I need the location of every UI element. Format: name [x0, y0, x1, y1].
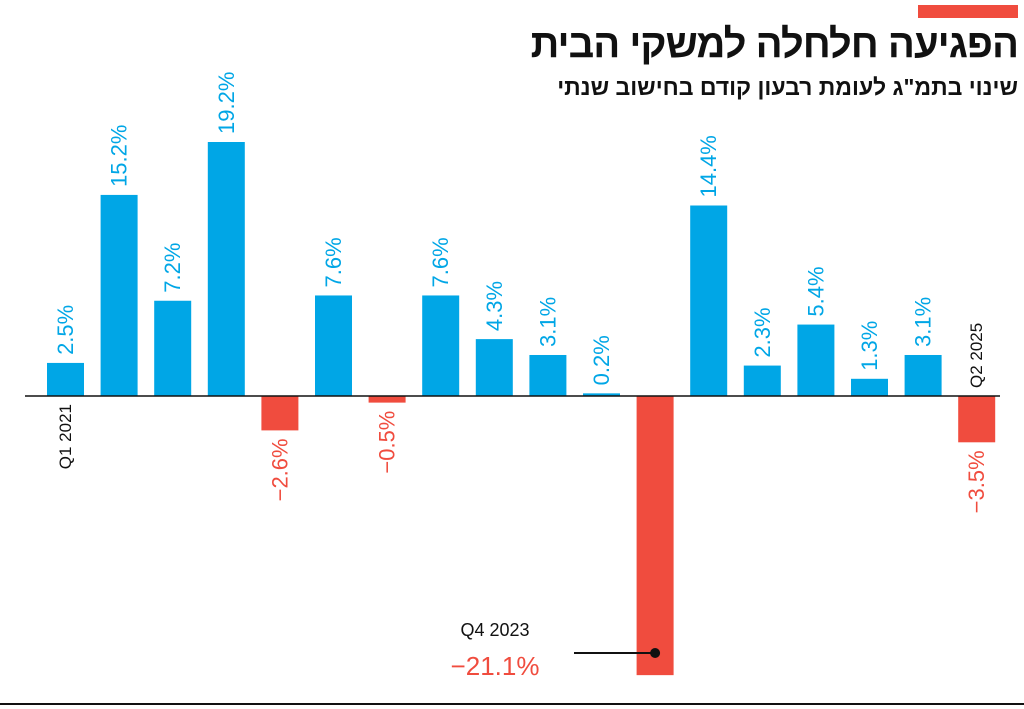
bar [583, 393, 620, 396]
data-label: −3.5% [964, 450, 989, 513]
bar [958, 396, 996, 443]
bar [261, 396, 299, 431]
data-label: 1.3% [857, 321, 882, 371]
data-label: 0.2% [589, 335, 614, 385]
bar [690, 205, 728, 396]
accent-bar [918, 5, 1018, 18]
data-label: 5.4% [803, 266, 828, 316]
data-label: 3.1% [535, 297, 560, 347]
category-label-first: Q1 2021 [56, 404, 75, 469]
data-label: 4.3% [482, 281, 507, 331]
bar [636, 396, 674, 676]
bar [529, 354, 567, 396]
annotation-value: −21.1% [451, 651, 540, 681]
bar [743, 365, 781, 396]
data-label: 19.2% [214, 72, 239, 134]
bar [154, 300, 192, 396]
category-label-last: Q2 2025 [967, 323, 986, 388]
data-label: 7.2% [160, 243, 185, 293]
data-label: 3.1% [911, 297, 936, 347]
bar [47, 362, 84, 396]
chart-subtitle: שינוי בתמ"ג לעומת רבעון קודם בחישוב שנתי [557, 74, 1018, 100]
data-label: −2.6% [267, 438, 292, 501]
bar [851, 378, 888, 396]
annotation-category: Q4 2023 [460, 620, 529, 640]
data-label: 14.4% [696, 135, 721, 197]
annotation-dot [650, 648, 661, 658]
bar [422, 295, 460, 396]
bottom-rule [0, 703, 1024, 705]
bar [475, 339, 513, 396]
data-label: 2.5% [53, 305, 78, 355]
data-label: −0.5% [375, 411, 400, 474]
bar [315, 295, 352, 396]
chart-title: הפגיעה חלחלה למשקי הבית [530, 22, 1019, 66]
data-label: 7.6% [321, 237, 346, 287]
bar [100, 194, 138, 396]
bar [207, 142, 245, 396]
bar [368, 396, 406, 403]
bar [904, 354, 942, 396]
data-label: 7.6% [428, 237, 453, 287]
data-label: 2.3% [750, 307, 775, 357]
data-label: 15.2% [107, 125, 132, 187]
bar [797, 324, 835, 396]
